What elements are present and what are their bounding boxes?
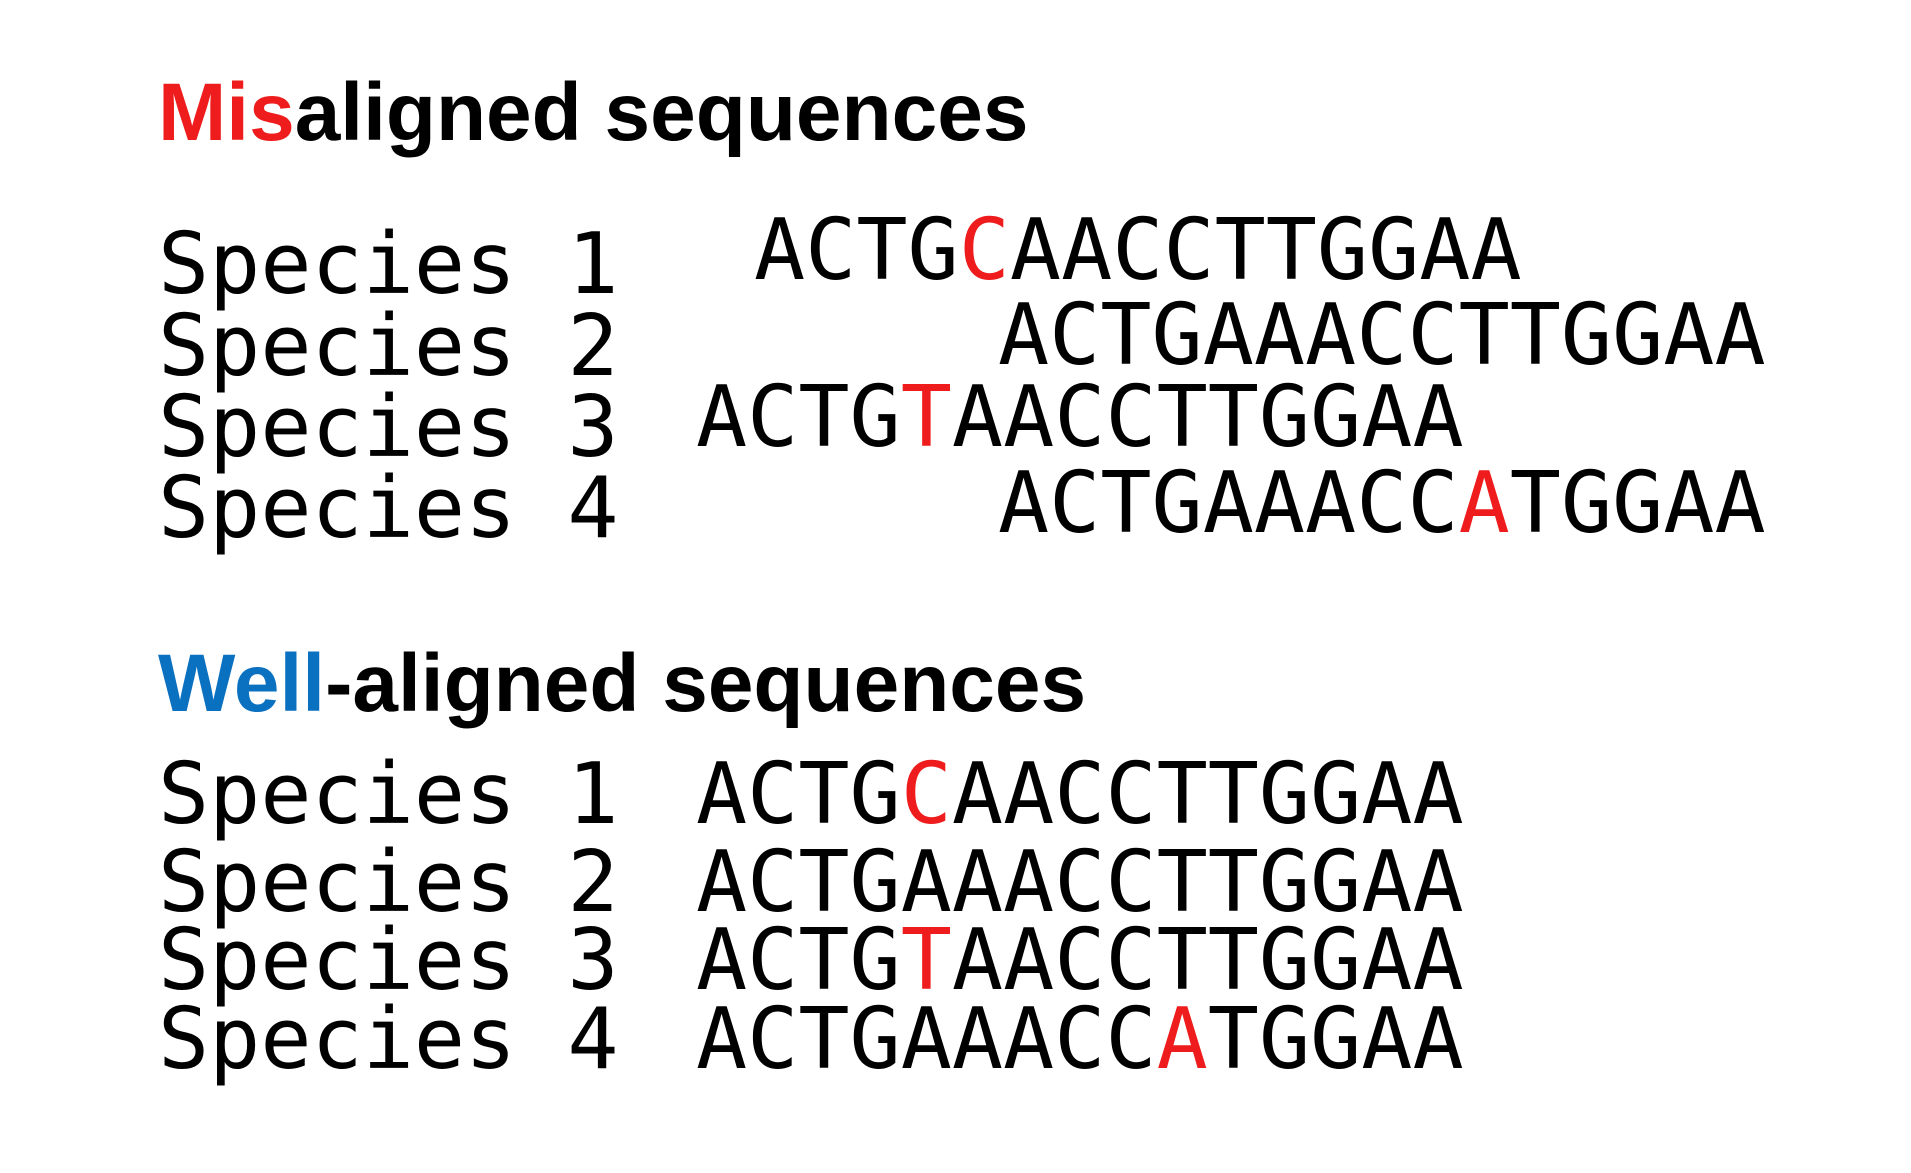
sequence-segment: ACTG xyxy=(696,911,901,1010)
sequence-segment: TGGAA xyxy=(1207,990,1464,1089)
misaligned-heading-highlight: Mis xyxy=(158,67,295,158)
mutation-base: T xyxy=(900,911,952,1010)
well-sequence-species-1: ACTGCAACCTTGGAA xyxy=(696,752,1464,837)
sequence-segment: ACTGAAACCTTGGAA xyxy=(998,286,1766,385)
well-sequence-species-3: ACTGTAACCTTGGAA xyxy=(696,918,1464,1003)
sequence-segment: AACCTTGGAA xyxy=(951,368,1464,467)
well-aligned-heading-rest: -aligned sequences xyxy=(325,638,1087,729)
mis-sequence-species-3: ACTGTAACCTTGGAA xyxy=(696,375,1464,460)
well-sequence-species-4: ACTGAAACCATGGAA xyxy=(696,997,1464,1082)
sequence-segment: AACCTTGGAA xyxy=(1009,201,1522,300)
sequence-segment: ACTGAAACC xyxy=(998,454,1459,553)
misaligned-heading-rest: aligned sequences xyxy=(294,67,1029,158)
mis-sequence-species-2: ACTGAAACCTTGGAA xyxy=(998,293,1766,378)
mis-label-species-2: Species 2 xyxy=(158,297,619,396)
mutation-base: T xyxy=(900,368,952,467)
mis-sequence-species-4: ACTGAAACCATGGAA xyxy=(998,461,1766,546)
sequence-segment: ACTGAAACCTTGGAA xyxy=(696,833,1464,932)
mutation-base: C xyxy=(900,745,952,844)
mis-sequence-species-1: ACTGCAACCTTGGAA xyxy=(754,208,1522,293)
misaligned-heading: Misaligned sequences xyxy=(158,72,1028,154)
mutation-base: C xyxy=(958,201,1010,300)
sequence-segment: ACTG xyxy=(696,745,901,844)
sequence-segment: ACTGAAACC xyxy=(696,990,1157,1089)
well-label-species-4: Species 4 xyxy=(158,990,619,1089)
sequence-segment: ACTG xyxy=(754,201,959,300)
well-sequence-species-2: ACTGAAACCTTGGAA xyxy=(696,840,1464,925)
mis-label-species-3: Species 3 xyxy=(158,378,619,477)
well-label-species-3: Species 3 xyxy=(158,911,619,1010)
mis-label-species-1: Species 1 xyxy=(158,215,619,314)
mis-label-species-4: Species 4 xyxy=(158,459,619,558)
well-label-species-1: Species 1 xyxy=(158,745,619,844)
mutation-base: A xyxy=(1458,454,1510,553)
sequence-segment: AACCTTGGAA xyxy=(951,745,1464,844)
well-aligned-heading-highlight: Well xyxy=(158,638,326,729)
mutation-base: A xyxy=(1156,990,1208,1089)
sequence-segment: ACTG xyxy=(696,368,901,467)
sequence-segment: TGGAA xyxy=(1509,454,1766,553)
sequence-segment: AACCTTGGAA xyxy=(951,911,1464,1010)
well-aligned-heading: Well-aligned sequences xyxy=(158,643,1086,725)
well-label-species-2: Species 2 xyxy=(158,833,619,932)
